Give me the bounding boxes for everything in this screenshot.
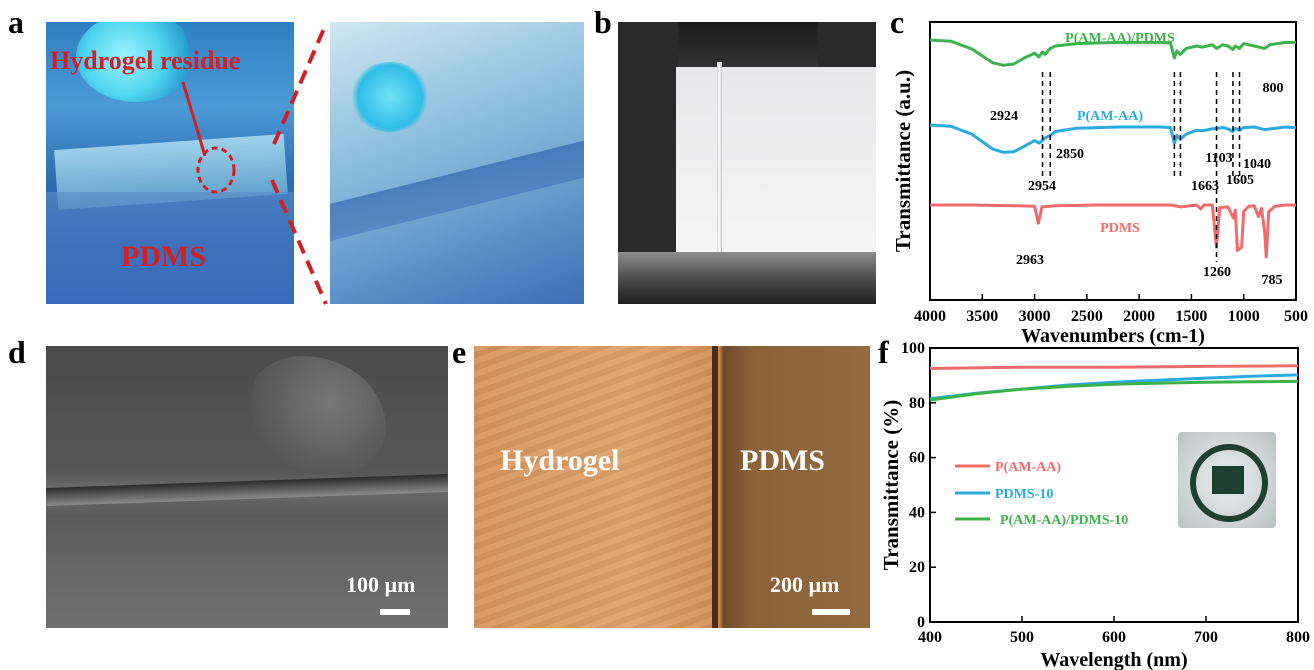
zoomed-interface-photo [330, 22, 584, 304]
ftir-y-axis-label: Transmittance (a.u.) [891, 70, 915, 252]
trans-y-tick-label: 20 [909, 559, 925, 576]
trans-series-line [929, 379, 1299, 402]
hydrogel-blob [76, 22, 196, 102]
trans-y-tick-label: 80 [909, 395, 925, 412]
ftir-peak-label: 1040 [1243, 157, 1271, 172]
hydrogel-residue-label: Hydrogel residue [50, 46, 241, 75]
ftir-series-name: P(AM-AA)/PDMS [1065, 31, 1175, 46]
panel-label-c: c [890, 4, 905, 40]
scale-bar-d [380, 609, 410, 615]
trans-y-axis-label: Transmittance (%) [879, 400, 903, 571]
trans-series-line [929, 364, 1299, 370]
trans-legend-label: PDMS-10 [995, 487, 1053, 502]
trans-y-tick-label: 0 [917, 614, 925, 631]
ftir-x-tick-label: 3500 [966, 308, 998, 325]
trans-x-tick-label: 700 [1194, 629, 1218, 646]
ftir-series-name: PDMS [1100, 221, 1140, 236]
panel-label-a: a [8, 4, 24, 40]
pdms-label-e: PDMS [740, 444, 825, 477]
hydrogel-region [474, 346, 718, 628]
sem-interface-edge [46, 473, 448, 507]
panel-label-d: d [8, 334, 26, 370]
ftir-peak-label: 2924 [990, 109, 1018, 124]
ftir-series-name: P(AM-AA) [1077, 109, 1143, 124]
ftir-peak-label: 1103 [1205, 151, 1232, 166]
trans-x-tick-label: 500 [1010, 629, 1034, 646]
trans-series-line [929, 373, 1299, 401]
hydrogel-label-e: Hydrogel [500, 444, 620, 477]
trans-x-tick-label: 800 [1286, 629, 1310, 646]
panel-label-f: f [878, 334, 889, 370]
ftir-series-line [930, 203, 1296, 259]
inset-logo-mark [1212, 466, 1244, 494]
scale-label-d: 100 µm [346, 572, 416, 597]
trans-y-tick-label: 40 [909, 504, 925, 521]
trans-x-tick-label: 400 [918, 629, 942, 646]
trans-legend-label: P(AM-AA) [995, 460, 1061, 475]
ftir-peak-label: 1260 [1203, 265, 1231, 280]
ftir-series-line [929, 38, 1296, 67]
interface-line [712, 346, 718, 628]
ftir-peak-label: 2954 [1028, 179, 1056, 194]
sem-image [46, 346, 448, 628]
ftir-x-tick-label: 1500 [1175, 308, 1207, 325]
ftir-peak-label: 1663 [1191, 179, 1219, 194]
ftir-peak-label: 2963 [1016, 253, 1044, 268]
panel-label-b: b [594, 4, 612, 40]
ftir-series-line [929, 123, 1297, 154]
white-backboard [676, 67, 876, 267]
ftir-x-tick-label: 4000 [914, 308, 946, 325]
trans-y-tick-label: 100 [901, 340, 925, 357]
ftir-peak-label: 1605 [1226, 173, 1254, 188]
ftir-x-tick-label: 2500 [1071, 308, 1103, 325]
transparency-inset-photo [1178, 432, 1276, 528]
inset-logo-ring [1190, 444, 1268, 522]
panel-label-e: e [452, 334, 467, 370]
clamp-bottom [618, 252, 876, 304]
scale-label-e: 200 µm [770, 572, 840, 597]
hydrogel-pdms-photo [46, 22, 294, 304]
trans-y-tick-label: 60 [909, 450, 925, 467]
ftir-x-tick-label: 2000 [1123, 308, 1155, 325]
ftir-x-tick-label: 3000 [1019, 308, 1051, 325]
zoom-interface-band [330, 136, 584, 244]
scale-bar-e [812, 609, 850, 615]
trans-x-tick-label: 600 [1102, 629, 1126, 646]
ftir-x-axis-label: Wavenumbers (cm-1) [1021, 325, 1205, 347]
sem-bulge [246, 356, 386, 476]
pdms-sheet [46, 192, 294, 304]
pdms-label-a: PDMS [121, 240, 206, 273]
ftir-x-tick-label: 500 [1284, 308, 1308, 325]
ftir-peak-label: 2850 [1056, 147, 1084, 162]
sample-fiber [717, 62, 722, 277]
ftir-plot-frame [929, 21, 1297, 301]
ftir-x-tick-label: 1000 [1228, 308, 1260, 325]
optical-micrograph [474, 346, 870, 628]
ftir-peak-label: 785 [1262, 273, 1283, 288]
tensile-test-photo [618, 22, 876, 304]
zoom-hydrogel-blob [350, 62, 430, 132]
trans-legend-label: P(AM-AA)/PDMS-10 [1000, 513, 1128, 528]
ftir-peak-label: 800 [1263, 81, 1284, 96]
trans-x-axis-label: Wavelength (nm) [1040, 649, 1187, 670]
